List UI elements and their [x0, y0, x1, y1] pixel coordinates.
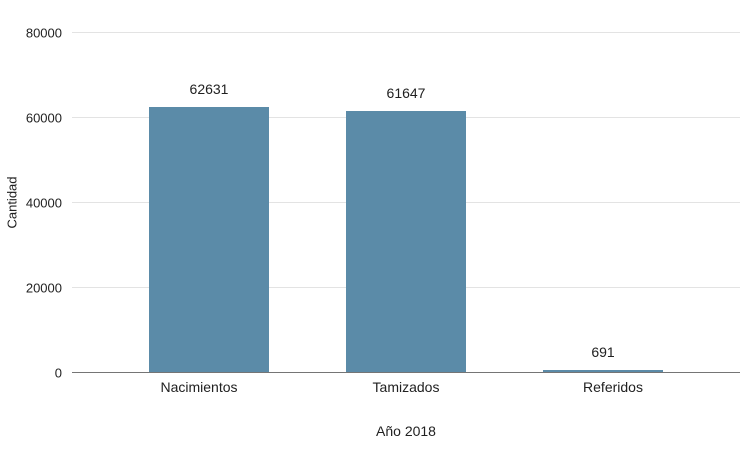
plot-area: 62631 61647 691: [72, 32, 740, 373]
bar-group: 61647: [346, 33, 466, 373]
bar-group: 62631: [149, 33, 269, 373]
x-axis-baseline: [72, 372, 740, 373]
bars-container: 62631 61647 691: [72, 33, 740, 373]
bar-value-label: 691: [591, 344, 615, 361]
bar: [346, 111, 466, 373]
x-axis-tick-labels: Nacimientos Tamizados Referidos: [72, 379, 740, 395]
bar-value-label: 62631: [189, 80, 229, 97]
x-axis-title: Año 2018: [376, 423, 436, 439]
y-tick-label: 20000: [25, 280, 62, 296]
x-tick-label: Tamizados: [372, 379, 440, 395]
bar: [543, 370, 663, 373]
y-axis-tick-labels: 0 20000 40000 60000 80000: [0, 26, 62, 381]
y-tick-label: 60000: [25, 110, 62, 126]
y-tick-label: 80000: [25, 25, 62, 41]
bar-value-label: 61647: [386, 85, 426, 102]
bar: [149, 106, 269, 373]
gridline: [72, 32, 740, 33]
x-tick-label: Referidos: [583, 379, 643, 395]
y-tick-label: 0: [54, 365, 62, 381]
x-tick-label: Nacimientos: [160, 379, 238, 395]
bar-group: 691: [543, 33, 663, 373]
y-tick-label: 40000: [25, 195, 62, 211]
